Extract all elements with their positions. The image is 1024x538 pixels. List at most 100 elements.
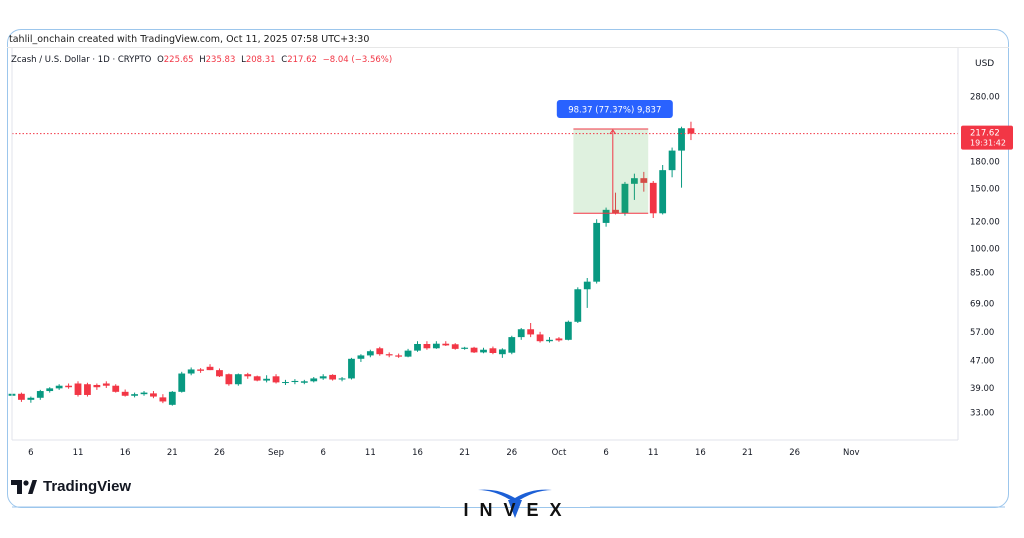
measure-label-text: 98.37 (77.37%) 9,837 bbox=[568, 105, 661, 115]
currency-label: USD bbox=[975, 59, 994, 69]
candle-body bbox=[216, 370, 223, 377]
candle-body bbox=[197, 369, 204, 371]
low-label: L bbox=[241, 55, 246, 65]
header-divider bbox=[7, 47, 1009, 48]
candle-body bbox=[310, 378, 318, 382]
x-tick-label: 11 bbox=[73, 448, 84, 458]
candle-body bbox=[366, 351, 374, 356]
candle-body bbox=[432, 343, 440, 349]
candle-body bbox=[84, 384, 91, 395]
y-tick-label: 33.00 bbox=[970, 409, 994, 419]
candle-body bbox=[65, 385, 72, 388]
x-tick-label: 6 bbox=[28, 448, 33, 458]
last-price-badge bbox=[961, 125, 1013, 150]
x-tick-label: 21 bbox=[459, 448, 470, 458]
x-tick-label: Nov bbox=[843, 448, 860, 458]
candle-body bbox=[168, 391, 176, 405]
y-tick-label: 180.00 bbox=[970, 158, 1000, 168]
candle-body bbox=[442, 343, 450, 346]
candle-body bbox=[329, 374, 337, 380]
candle-body bbox=[630, 178, 638, 184]
high-value: 235.83 bbox=[205, 55, 236, 65]
candle-body bbox=[112, 385, 120, 392]
y-tick-label: 57.00 bbox=[970, 328, 994, 338]
candle-body bbox=[159, 397, 167, 402]
candle-body bbox=[574, 289, 582, 322]
x-tick-label: 6 bbox=[320, 448, 325, 458]
candle-body bbox=[678, 128, 685, 151]
candle-body bbox=[536, 334, 544, 342]
x-tick-label: 26 bbox=[789, 448, 800, 458]
candle-body bbox=[93, 384, 101, 388]
candle-body bbox=[668, 150, 676, 171]
candle-body bbox=[602, 209, 610, 223]
candle-body bbox=[414, 343, 421, 351]
candle-body bbox=[225, 374, 233, 385]
change-value: −8.04 (−3.56%) bbox=[322, 55, 393, 65]
candle-body bbox=[527, 329, 535, 335]
candle-body bbox=[150, 393, 157, 397]
y-tick-label: 39.00 bbox=[970, 384, 994, 394]
open-label: O bbox=[157, 55, 164, 65]
candle-body bbox=[55, 385, 63, 389]
candle-body bbox=[102, 383, 110, 386]
chart-frame bbox=[7, 29, 1009, 508]
y-tick-label: 69.00 bbox=[970, 300, 994, 310]
candle-body bbox=[517, 329, 525, 338]
candle-body bbox=[348, 358, 355, 379]
invex-logo: INVEX bbox=[450, 486, 580, 526]
close-label: C bbox=[281, 55, 288, 65]
candle-body bbox=[27, 397, 35, 400]
candle-body bbox=[385, 354, 393, 356]
candle-body bbox=[253, 376, 261, 381]
candle-body bbox=[508, 337, 516, 353]
candle-body bbox=[498, 349, 506, 355]
x-tick-label: 16 bbox=[695, 448, 706, 458]
candle-body bbox=[593, 222, 601, 282]
candle-body bbox=[272, 376, 280, 383]
candle-body bbox=[234, 374, 242, 385]
candle-body bbox=[263, 378, 271, 381]
candle-body bbox=[319, 376, 327, 379]
candle-body bbox=[404, 350, 412, 357]
candle-body bbox=[291, 380, 299, 383]
x-tick-label: 26 bbox=[214, 448, 225, 458]
high-label: H bbox=[199, 55, 206, 65]
candle-body bbox=[178, 373, 186, 392]
candle-body bbox=[376, 348, 384, 355]
x-tick-label: 16 bbox=[120, 448, 131, 458]
symbol-name: Zcash / U.S. Dollar · 1D · CRYPTO bbox=[11, 55, 152, 65]
x-tick-label: 11 bbox=[365, 448, 376, 458]
candle-body bbox=[46, 388, 54, 392]
candle-body bbox=[338, 378, 346, 380]
low-value: 208.31 bbox=[245, 55, 276, 65]
candle-body bbox=[451, 344, 459, 349]
candle-body bbox=[546, 339, 553, 342]
tradingview-logo[interactable]: TradingView bbox=[11, 478, 131, 495]
candle-body bbox=[187, 369, 195, 374]
y-tick-label: 280.00 bbox=[970, 92, 1000, 102]
candle-body bbox=[687, 128, 695, 134]
candle-body bbox=[206, 366, 214, 371]
candle-body bbox=[74, 383, 82, 395]
invex-v-mark-icon bbox=[478, 489, 552, 518]
attribution-text: tahlil_onchain created with TradingView.… bbox=[9, 34, 370, 45]
candle-body bbox=[36, 391, 44, 398]
x-tick-label: Sep bbox=[268, 448, 284, 458]
open-value: 225.65 bbox=[163, 55, 194, 65]
candle-body bbox=[357, 355, 365, 359]
candle-body bbox=[423, 343, 431, 349]
x-tick-label: 6 bbox=[603, 448, 608, 458]
x-tick-label: 16 bbox=[412, 448, 423, 458]
candle-body bbox=[612, 209, 619, 214]
x-tick-label: 21 bbox=[742, 448, 753, 458]
tradingview-logo-text: TradingView bbox=[43, 478, 132, 495]
y-tick-label: 150.00 bbox=[970, 185, 1000, 195]
candle-body bbox=[121, 391, 129, 396]
y-tick-label: 100.00 bbox=[970, 245, 1000, 255]
measure-label-bg bbox=[556, 99, 673, 118]
candle-body bbox=[555, 338, 563, 341]
symbol-legend: Zcash / U.S. Dollar · 1D · CRYPTO O225.6… bbox=[11, 55, 392, 65]
y-tick-label: 85.00 bbox=[970, 269, 994, 279]
